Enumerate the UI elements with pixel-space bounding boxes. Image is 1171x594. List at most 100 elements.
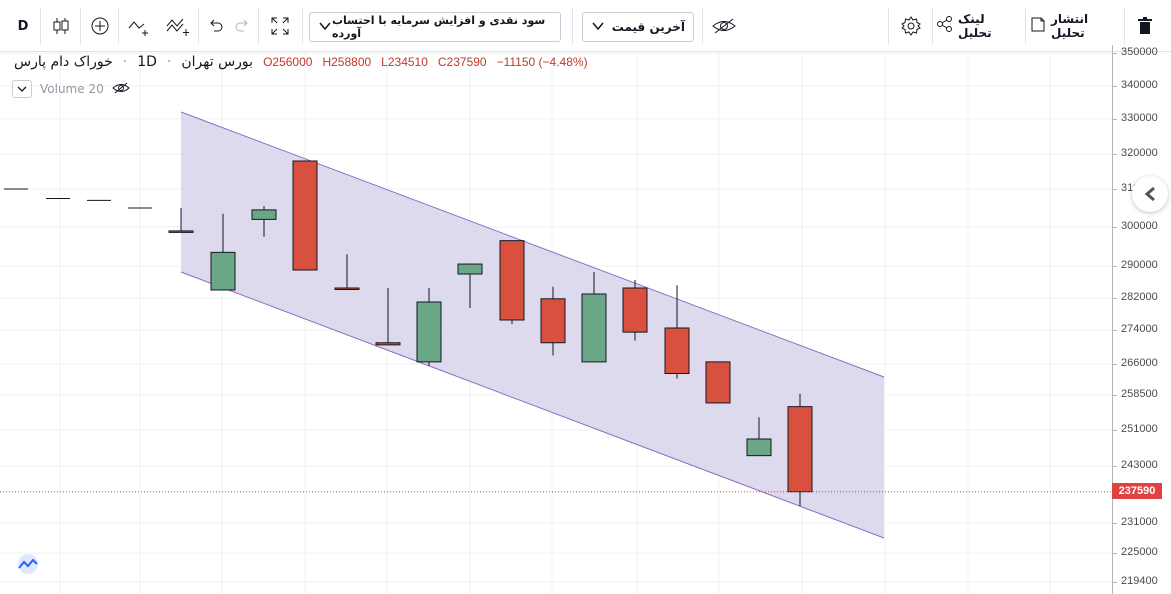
last-price-label: 237590: [1112, 483, 1162, 499]
interval-button[interactable]: D: [17, 18, 29, 34]
axis-tick-label: 274000: [1121, 323, 1158, 335]
toolbar-divider: [888, 8, 889, 44]
legend-separator: ·: [122, 54, 128, 70]
legend-exchange: بورس تهران: [181, 54, 254, 70]
undo-icon[interactable]: [202, 6, 228, 46]
axis-tick-label: 330000: [1121, 112, 1158, 124]
legend-interval: 1D: [137, 54, 157, 70]
symbol-legend: خوراک دام پارس · 1D · بورس تهران O256000…: [14, 54, 588, 70]
axis-tick-label: 231000: [1121, 516, 1158, 528]
axis-tick-mark: [1113, 523, 1117, 524]
axis-tick-label: 300000: [1121, 220, 1158, 232]
axis-tick-label: 258500: [1121, 388, 1158, 400]
axis-tick-mark: [1113, 430, 1117, 431]
hide-icon[interactable]: [706, 6, 742, 46]
logo-icon[interactable]: [12, 550, 44, 578]
candle-body: [210, 251, 236, 291]
price-type-label: آخرین قیمت: [611, 20, 685, 34]
adjustment-label: سود نقدی و افزایش سرمایه با احتساب آورده: [332, 14, 546, 40]
toolbar-divider: [702, 8, 703, 44]
candle-body: [416, 301, 442, 363]
channel-lower-line: [180, 271, 885, 539]
strategies-icon[interactable]: [160, 6, 196, 46]
axis-tick-label: 219400: [1121, 575, 1158, 587]
legend-symbol: خوراک دام پارس: [14, 54, 113, 70]
axis-tick-label: 243000: [1121, 459, 1158, 471]
legend-separator: ·: [166, 54, 172, 70]
candle-body: [705, 361, 731, 404]
legend-low: L234510: [381, 55, 428, 69]
candle-body: [292, 160, 318, 271]
publish-analysis-button[interactable]: انتشار تحلیل: [1029, 6, 1121, 46]
legend-open: O256000: [263, 55, 313, 69]
axis-tick-mark: [1113, 553, 1117, 554]
candle-style-icon[interactable]: [44, 6, 78, 46]
axis-tick-label: 282000: [1121, 291, 1158, 303]
toolbar-divider: [118, 8, 119, 44]
axis-tick-label: 266000: [1121, 357, 1158, 369]
axis-tick-label: 320000: [1121, 147, 1158, 159]
axis-tick-label: 340000: [1121, 79, 1158, 91]
axis-tick-mark: [1113, 227, 1117, 228]
axis-tick-label: 350000: [1121, 46, 1158, 58]
axis-tick-mark: [1113, 298, 1117, 299]
axis-tick-mark: [1113, 189, 1117, 190]
axis-tick-mark: [1113, 119, 1117, 120]
candle-body: [622, 287, 648, 333]
publish-analysis-label: انتشار تحلیل: [1051, 12, 1089, 40]
trend-channel: [181, 112, 884, 538]
link-analysis-label: لینک تحلیل: [958, 12, 992, 40]
toolbar-divider: [302, 8, 303, 44]
collapse-toggle[interactable]: [12, 80, 32, 98]
axis-tick-label: 251000: [1121, 423, 1158, 435]
candle-body: [664, 327, 690, 375]
axis-tick-mark: [1113, 582, 1117, 583]
legend-close: C237590: [437, 55, 487, 69]
toolbar-divider: [1025, 8, 1026, 44]
legend-change: −11150 (−4.48%): [496, 55, 588, 69]
axis-tick-label: 225000: [1121, 546, 1158, 558]
candle-body: [334, 287, 360, 290]
candle-body: [251, 209, 277, 220]
axis-tick-mark: [1113, 330, 1117, 331]
candle-body: [375, 342, 401, 346]
volume-legend: Volume 20: [12, 80, 130, 98]
chevron-down-icon: [17, 86, 27, 92]
settings-gear-icon[interactable]: [894, 6, 928, 46]
axis-tick-label: 290000: [1121, 259, 1158, 271]
collapse-panel-button[interactable]: [1132, 176, 1168, 212]
candle-body: [499, 240, 525, 321]
toolbar-divider: [932, 8, 933, 44]
toolbar-divider: [198, 8, 199, 44]
adjustment-dropdown[interactable]: سود نقدی و افزایش سرمایه با احتساب آورده: [309, 12, 561, 42]
axis-tick-mark: [1113, 364, 1117, 365]
candle-body: [581, 293, 607, 363]
fullscreen-icon[interactable]: [262, 6, 298, 46]
price-type-dropdown[interactable]: آخرین قیمت: [582, 12, 694, 42]
chevron-down-icon: [318, 20, 332, 34]
redo-icon[interactable]: [230, 6, 256, 46]
price-axis[interactable]: 3500003400003300003200003100003000002900…: [1112, 45, 1171, 594]
add-compare-icon[interactable]: [84, 6, 116, 46]
volume-label: Volume 20: [40, 82, 104, 96]
publish-icon: [1029, 15, 1047, 37]
chevron-left-icon: [1144, 186, 1155, 202]
toolbar-divider: [258, 8, 259, 44]
axis-tick-mark: [1113, 266, 1117, 267]
axis-tick-mark: [1113, 466, 1117, 467]
trash-icon[interactable]: [1128, 6, 1162, 46]
candle-body: [168, 230, 194, 233]
share-icon: [936, 15, 954, 37]
toolbar-divider: [80, 8, 81, 44]
axis-tick-mark: [1113, 395, 1117, 396]
eye-hidden-icon[interactable]: [111, 81, 130, 98]
axis-tick-mark: [1113, 53, 1117, 54]
link-analysis-button[interactable]: لینک تحلیل: [936, 6, 1022, 46]
channel-upper-line: [180, 111, 885, 378]
price-chart[interactable]: [0, 52, 1112, 594]
toolbar-divider: [572, 8, 573, 44]
toolbar-divider: [1124, 8, 1125, 44]
indicators-icon[interactable]: [122, 6, 156, 46]
chevron-down-icon: [591, 20, 605, 34]
candle-body: [457, 263, 483, 275]
